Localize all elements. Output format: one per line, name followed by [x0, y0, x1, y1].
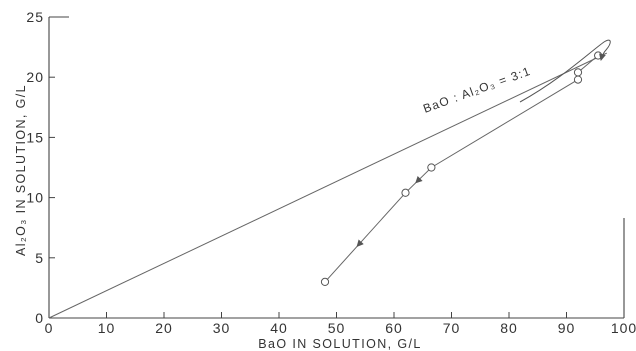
x-tick-label: 100 — [611, 320, 636, 336]
labels: BaO IN SOLUTION, G/L Al₂O₃ IN SOLUTION, … — [14, 64, 533, 351]
y-tick-label: 15 — [26, 129, 44, 145]
data-point — [320, 277, 330, 286]
y-tick-label: 25 — [26, 9, 44, 25]
data-point — [594, 51, 603, 60]
x-tick-label: 80 — [500, 320, 518, 336]
ticks: 0 10 20 30 40 50 60 70 80 90 100 0 5 10 15 20 25 — [26, 9, 636, 336]
data-point — [573, 75, 583, 84]
ratio-annotation: BaO : Al₂O₃ = 3:1 — [421, 64, 533, 116]
x-tick-label: 10 — [98, 320, 116, 336]
y-tick-label: 5 — [35, 250, 44, 266]
y-tick-label: 20 — [26, 69, 44, 85]
ratio-line — [48, 52, 607, 319]
x-tick-label: 60 — [385, 320, 403, 336]
direction-arrow — [356, 239, 364, 247]
data-point — [427, 163, 436, 172]
x-tick-label: 50 — [328, 320, 346, 336]
x-tick-label: 20 — [155, 320, 173, 336]
y-axis-label: Al₂O₃ IN SOLUTION, G/L — [14, 84, 28, 256]
x-tick-label: 40 — [270, 320, 288, 336]
x-tick-label: 30 — [213, 320, 231, 336]
x-tick-label: 70 — [443, 320, 461, 336]
annotations — [519, 39, 611, 103]
x-tick-label: 0 — [45, 320, 54, 336]
direction-arrow — [415, 175, 423, 184]
series-group — [320, 51, 603, 286]
data-point — [573, 68, 583, 77]
ratio-line-group — [48, 52, 607, 319]
annotation-arrow — [519, 39, 611, 103]
y-tick-label: 0 — [35, 310, 44, 326]
x-tick-label: 90 — [558, 320, 576, 336]
x-axis-label: BaO IN SOLUTION, G/L — [258, 337, 421, 351]
y-tick-label: 10 — [26, 190, 44, 206]
series-line — [324, 55, 599, 283]
axes — [48, 16, 625, 319]
data-point — [401, 188, 410, 197]
